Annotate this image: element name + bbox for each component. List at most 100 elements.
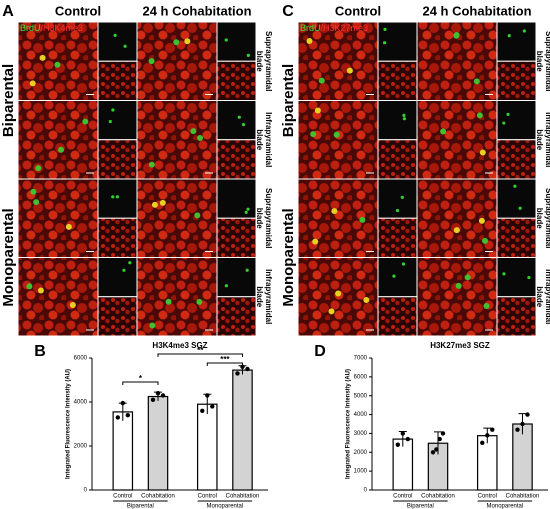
region-label: Suprapyramidalblade	[535, 31, 550, 91]
x-tick-label: Control	[198, 494, 217, 500]
region-label-line: Infrapyramidal	[264, 269, 273, 324]
data-point	[240, 364, 245, 369]
labelled-cell	[306, 38, 313, 45]
labelled-cell	[33, 199, 40, 206]
brdu-cell	[502, 272, 506, 276]
panel-letter: D	[314, 343, 326, 360]
legend-entry: BrdU	[300, 23, 321, 33]
brdu-cell	[123, 44, 127, 48]
bar	[197, 403, 218, 491]
labelled-cell	[482, 237, 489, 244]
micrograph	[416, 178, 498, 258]
brdu-cell	[237, 115, 241, 119]
panel-letter: C	[282, 3, 294, 20]
labelled-cell	[479, 149, 486, 156]
labelled-cell	[35, 165, 42, 172]
labelled-cell	[335, 290, 342, 297]
brdu-cell	[507, 34, 511, 38]
brdu-cell	[245, 268, 249, 272]
micrograph-red	[496, 217, 537, 258]
micrograph-red	[377, 296, 418, 337]
micrograph-red	[377, 217, 418, 258]
micrograph-red	[216, 60, 257, 101]
brdu-cell	[400, 195, 404, 200]
data-point	[125, 413, 130, 418]
micrograph-red	[97, 217, 138, 258]
region-label-line: blade	[535, 286, 544, 307]
micrograph-red	[496, 296, 537, 337]
data-point	[120, 400, 126, 406]
micrograph-red	[216, 217, 257, 258]
labelled-cell	[455, 282, 462, 289]
data-point	[235, 371, 240, 376]
labelled-cell	[58, 146, 65, 153]
data-point	[515, 427, 520, 432]
data-point	[205, 393, 210, 398]
labelled-cell	[159, 199, 166, 206]
micrograph	[297, 21, 379, 101]
labelled-cell	[184, 38, 191, 45]
group-label: Monoparental	[207, 504, 244, 509]
brdu-cell	[111, 108, 115, 112]
y-tick-label: 0	[364, 488, 368, 494]
data-point	[115, 415, 121, 420]
labelled-cell	[440, 128, 447, 135]
data-point	[490, 427, 495, 432]
micrograph	[136, 178, 218, 258]
y-tick-label: 7000	[354, 356, 368, 362]
region-label-line: blade	[255, 208, 264, 229]
labelled-cell	[363, 296, 370, 303]
brdu-cell	[502, 121, 506, 125]
micrograph-green	[377, 100, 418, 141]
micrograph-red	[496, 139, 537, 180]
y-tick-label: 2000	[74, 444, 88, 450]
data-point	[160, 393, 166, 398]
micrograph-green	[216, 100, 257, 141]
labelled-cell	[312, 238, 319, 245]
labelled-cell	[453, 227, 460, 234]
micrograph-green	[496, 21, 537, 62]
micrograph	[17, 21, 99, 101]
legend: BrdU/H3K4me3	[20, 23, 83, 33]
micrograph-red	[216, 139, 257, 180]
group-label: Monoparental	[280, 208, 297, 306]
y-tick-label: 2000	[354, 450, 368, 456]
region-label: Infrapyramidalblade	[255, 269, 273, 324]
brdu-cell	[402, 117, 407, 121]
micrograph-green	[216, 21, 257, 62]
labelled-cell	[37, 287, 44, 294]
data-point	[405, 436, 410, 442]
labelled-cell	[82, 118, 89, 125]
data-point	[525, 412, 530, 417]
column-header: Control	[55, 3, 101, 18]
data-point	[437, 436, 442, 442]
data-point	[395, 442, 400, 447]
labelled-cell	[194, 212, 201, 219]
group-label: Monoparental	[487, 504, 524, 509]
x-tick-label: Cohabitation	[226, 494, 260, 500]
x-tick-label: Cohabitation	[141, 494, 175, 500]
brdu-cell	[401, 262, 406, 266]
labelled-cell	[151, 201, 158, 208]
region-label: Suprapyramidalblade	[535, 188, 550, 248]
region-label-line: blade	[255, 51, 264, 72]
brdu-cell	[383, 27, 387, 31]
labelled-cell	[478, 217, 485, 224]
y-tick-label: 6000	[74, 356, 88, 362]
brdu-cell	[241, 122, 246, 127]
brdu-cell	[108, 119, 112, 124]
y-tick-label: 3000	[354, 431, 368, 437]
region-label-line: blade	[255, 129, 264, 150]
region-label-line: Suprapyramidal	[544, 31, 550, 91]
labelled-cell	[69, 301, 76, 308]
legend-entry: /H3K27me3	[321, 23, 369, 33]
labelled-cell	[149, 322, 156, 329]
micrograph	[297, 257, 379, 337]
brdu-cell	[506, 112, 510, 116]
micrograph-red	[377, 139, 418, 180]
brdu-cell	[246, 53, 250, 57]
brdu-cell	[402, 113, 406, 117]
region-label-line: Infrapyramidal	[264, 112, 273, 167]
labelled-cell	[197, 135, 204, 142]
labelled-cell	[314, 107, 321, 114]
